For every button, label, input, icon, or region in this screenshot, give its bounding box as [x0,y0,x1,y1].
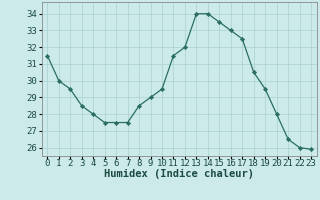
X-axis label: Humidex (Indice chaleur): Humidex (Indice chaleur) [104,169,254,179]
